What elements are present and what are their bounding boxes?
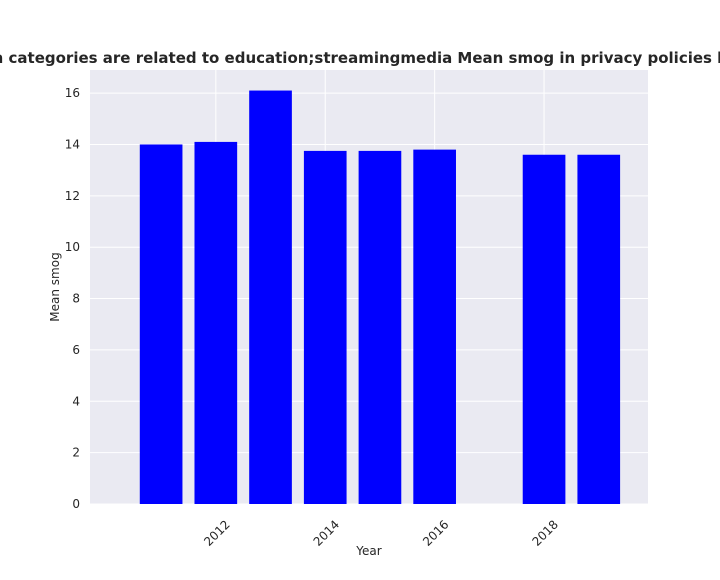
x-tick-label: 2012 [201, 517, 232, 548]
y-tick-label: 16 [65, 86, 80, 100]
y-tick-label: 0 [72, 497, 80, 511]
y-tick-label: 12 [65, 189, 80, 203]
y-axis-label: Mean smog [48, 252, 62, 321]
bar-2014 [303, 150, 347, 504]
x-tick-label: 2014 [311, 517, 342, 548]
x-axis-label: Year [355, 544, 381, 558]
y-tick-label: 10 [65, 240, 80, 254]
y-tick-label: 4 [72, 394, 80, 408]
y-tick-label: 2 [72, 446, 80, 460]
bar-2018 [522, 154, 566, 505]
y-tick-labels: 0 2 4 6 8 10 12 14 16 [65, 86, 80, 511]
y-tick-label: 8 [72, 292, 80, 306]
chart-title: when categories are related to education… [0, 49, 720, 67]
bar-2019 [577, 154, 621, 505]
bar-2011 [139, 144, 183, 504]
bar-2013 [249, 90, 292, 505]
bar-2015 [358, 150, 402, 504]
x-tick-label: 2016 [420, 517, 451, 548]
y-tick-label: 6 [72, 343, 80, 357]
bar-2016 [413, 149, 456, 504]
bar-2012 [194, 141, 238, 504]
bars [139, 90, 621, 505]
y-tick-label: 14 [65, 137, 80, 151]
x-tick-label: 2018 [529, 517, 560, 548]
